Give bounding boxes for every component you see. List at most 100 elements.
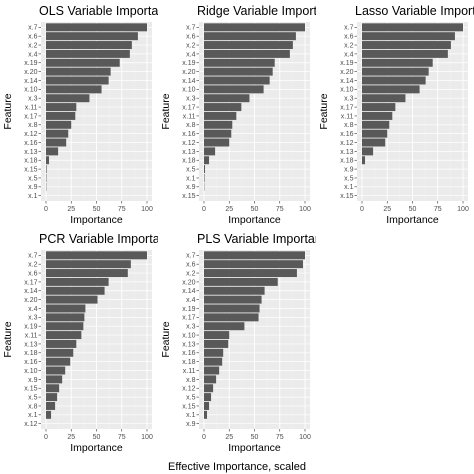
y-axis-title: Feature	[160, 321, 172, 357]
y-tick-label: x.16	[182, 350, 195, 357]
bar	[203, 331, 230, 340]
y-tick-label: x.14	[182, 78, 195, 85]
x-tick-label: 75	[118, 434, 126, 441]
x-tick-label: 0	[360, 206, 364, 213]
y-tick-label: x.3	[344, 96, 353, 103]
x-axis-title: Importance	[70, 214, 123, 226]
bar	[45, 67, 111, 76]
bar	[45, 393, 58, 402]
y-tick-label: x.20	[24, 297, 37, 304]
bar	[203, 173, 205, 182]
y-tick-label: x.15	[24, 386, 37, 393]
y-tick-label: x.14	[24, 78, 37, 85]
y-tick-label: x.13	[182, 149, 195, 156]
y-tick-label: x.17	[24, 113, 37, 120]
y-tick-label: x.20	[340, 69, 353, 76]
x-tick-label: 75	[276, 206, 284, 213]
bar	[203, 313, 259, 322]
chart-title: PCR Variable Importance	[39, 232, 180, 246]
bar	[203, 103, 242, 112]
chart-panel-3: x.7x.6x.2x.4x.19x.20x.14x.10x.3x.17x.11x…	[318, 4, 474, 226]
bar	[45, 410, 52, 419]
y-tick-label: x.17	[182, 315, 195, 322]
bar	[361, 147, 374, 156]
bar	[361, 76, 426, 85]
x-tick-label: 75	[276, 434, 284, 441]
y-tick-label: x.18	[182, 158, 195, 165]
y-tick-label: x.7	[28, 25, 37, 32]
x-tick-label: 75	[434, 206, 442, 213]
y-axis-title: Feature	[2, 93, 14, 129]
bar	[203, 393, 212, 402]
x-tick-label: 50	[93, 206, 101, 213]
bar	[45, 103, 77, 112]
y-tick-label: x.15	[182, 193, 195, 200]
y-tick-label: x.6	[344, 34, 353, 41]
y-tick-label: x.16	[24, 359, 37, 366]
y-tick-label: x.18	[24, 350, 37, 357]
y-tick-label: x.10	[24, 87, 37, 94]
bar	[203, 32, 296, 41]
bar	[203, 85, 264, 94]
y-tick-label: x.19	[340, 60, 353, 67]
bar	[361, 94, 406, 103]
y-tick-label: x.6	[28, 270, 37, 277]
x-tick-label: 0	[202, 434, 206, 441]
chart-title: Ridge Variable Importance	[197, 4, 344, 18]
x-tick-label: 25	[67, 206, 75, 213]
bar	[361, 23, 464, 32]
y-tick-label: x.3	[186, 324, 195, 331]
y-tick-label: x.1	[28, 412, 37, 419]
y-tick-label: x.3	[28, 96, 37, 103]
y-tick-label: x.13	[182, 341, 195, 348]
bar	[203, 58, 275, 67]
y-tick-label: x.5	[186, 166, 195, 173]
bar	[203, 41, 293, 50]
bar	[203, 295, 262, 304]
x-tick-label: 50	[93, 434, 101, 441]
y-tick-label: x.20	[182, 69, 195, 76]
y-tick-label: x.10	[340, 87, 353, 94]
y-tick-label: x.5	[186, 394, 195, 401]
y-axis-title: Feature	[318, 93, 330, 129]
bar	[45, 384, 60, 393]
chart-panels: x.7x.6x.2x.4x.19x.20x.14x.10x.3x.11x.17x…	[2, 4, 474, 454]
y-tick-label: x.7	[186, 25, 195, 32]
chart-title: OLS Variable Importance	[39, 4, 178, 18]
y-tick-label: x.2	[28, 42, 37, 49]
bar	[203, 147, 216, 156]
bar	[45, 85, 102, 94]
bar	[45, 165, 47, 174]
bar	[203, 304, 260, 313]
bar	[45, 129, 69, 138]
y-tick-label: x.12	[182, 140, 195, 147]
chart-panel-4: x.7 x.2x.6 x.17 x.14 x.20 x.4 x.3 x.19x.11 x.13 x…	[2, 232, 180, 454]
bar	[45, 269, 128, 278]
y-tick-label: x.4	[28, 306, 37, 313]
y-tick-label: x.10	[182, 332, 195, 339]
bar	[203, 366, 220, 375]
y-tick-label: x.2	[344, 42, 353, 49]
bar	[203, 348, 224, 357]
bar	[45, 251, 148, 260]
y-tick-label: x.15	[340, 193, 353, 200]
bar	[203, 156, 210, 165]
bar	[45, 286, 105, 295]
chart-panel-1: x.7x.6x.2x.4x.19x.20x.14x.10x.3x.11x.17x…	[2, 4, 178, 226]
bar	[45, 375, 63, 384]
y-tick-label: x.11	[183, 368, 196, 375]
y-tick-label: x.13	[24, 341, 37, 348]
bar	[45, 147, 59, 156]
y-tick-label: x.3	[28, 315, 37, 322]
x-tick-label: 0	[44, 206, 48, 213]
y-tick-label: x.5	[28, 394, 37, 401]
x-axis-title: Importance	[228, 214, 281, 226]
bar	[45, 32, 138, 41]
y-tick-label: x.10	[24, 368, 37, 375]
y-tick-label: x.12	[24, 131, 37, 138]
bar	[203, 384, 214, 393]
y-tick-label: x.11	[341, 113, 354, 120]
x-tick-label: 50	[409, 206, 417, 213]
y-tick-label: x.14	[182, 288, 195, 295]
y-tick-label: x.1	[186, 175, 195, 182]
